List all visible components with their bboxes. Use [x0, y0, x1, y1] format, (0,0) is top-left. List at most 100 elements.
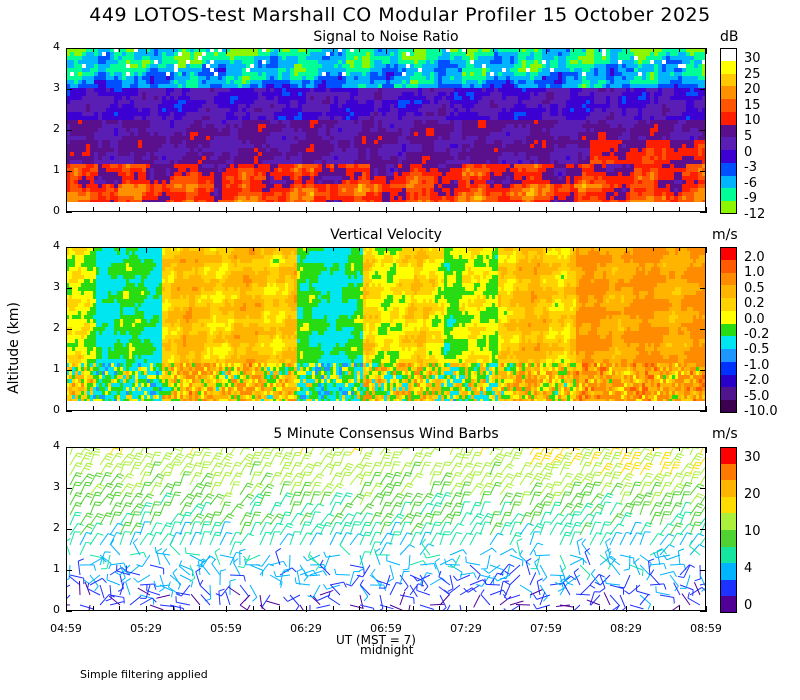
- snr-cell: [182, 92, 186, 96]
- snr-cell: [466, 72, 470, 76]
- snr-cell: [282, 140, 286, 144]
- snr-cell: [330, 100, 334, 104]
- snr-cell: [354, 92, 358, 96]
- snr-cell: [162, 60, 166, 64]
- snr-cell: [334, 196, 338, 200]
- snr-cell: [190, 100, 194, 104]
- snr-cell: [390, 160, 394, 164]
- snr-cell: [298, 88, 302, 92]
- snr-cell: [214, 172, 218, 176]
- snr-cell: [158, 116, 162, 120]
- snr-cell: [426, 188, 430, 192]
- snr-cell: [234, 176, 238, 180]
- snr-cell: [274, 196, 278, 200]
- snr-cell: [538, 184, 542, 188]
- snr-cell: [334, 84, 338, 88]
- snr-cell: [474, 92, 478, 96]
- snr-cell: [346, 156, 350, 160]
- snr-cell: [398, 80, 402, 84]
- snr-cell: [246, 92, 250, 96]
- snr-cell: [342, 188, 346, 192]
- snr-cell: [246, 180, 250, 184]
- snr-cell: [410, 188, 414, 192]
- snr-cell: [454, 108, 458, 112]
- snr-cell: [274, 176, 278, 180]
- snr-cell: [294, 56, 298, 60]
- snr-cell: [326, 72, 330, 76]
- snr-cell: [502, 156, 506, 160]
- snr-cell: [510, 104, 514, 108]
- snr-cell: [366, 140, 370, 144]
- snr-cell: [354, 84, 358, 88]
- snr-cell: [378, 184, 382, 188]
- snr-cell: [278, 156, 282, 160]
- snr-cell: [562, 168, 566, 172]
- snr-cell: [570, 140, 574, 144]
- snr-cell: [370, 72, 374, 76]
- snr-cell: [114, 172, 118, 176]
- snr-cell: [258, 172, 262, 176]
- snr-cell: [162, 128, 166, 132]
- snr-cell: [374, 100, 378, 104]
- snr-cell: [86, 72, 90, 76]
- snr-cell: [258, 156, 262, 160]
- snr-cell: [174, 128, 178, 132]
- snr-cell: [146, 96, 150, 100]
- snr-cell: [354, 76, 358, 80]
- snr-cell: [282, 188, 286, 192]
- snr-cell: [226, 132, 230, 136]
- snr-cell: [494, 172, 498, 176]
- snr-cell: [322, 164, 326, 168]
- snr-cell: [226, 68, 230, 72]
- snr-cell: [390, 136, 394, 140]
- snr-cell: [86, 160, 90, 164]
- snr-cell: [130, 128, 134, 132]
- snr-cell: [302, 192, 306, 196]
- snr-cell: [414, 84, 418, 88]
- snr-cell: [398, 92, 402, 96]
- snr-cell: [162, 96, 166, 100]
- snr-cell: [262, 148, 266, 152]
- snr-cell: [342, 48, 346, 52]
- snr-cell: [386, 56, 390, 60]
- snr-cell: [194, 84, 198, 88]
- snr-cell: [206, 120, 210, 124]
- snr-cell: [198, 72, 202, 76]
- snr-cell: [338, 196, 342, 200]
- snr-cell: [374, 176, 378, 180]
- snr-cell: [318, 188, 322, 192]
- snr-cell: [566, 48, 570, 52]
- snr-cell: [70, 184, 74, 188]
- snr-cell: [198, 80, 202, 84]
- snr-cell: [502, 140, 506, 144]
- snr-cell: [474, 200, 478, 202]
- snr-cell: [150, 188, 154, 192]
- snr-cell: [458, 60, 462, 64]
- snr-cell: [522, 200, 526, 202]
- snr-cell: [534, 200, 538, 202]
- snr-cell: [258, 100, 262, 104]
- snr-cell: [118, 148, 122, 152]
- snr-cell: [262, 152, 266, 156]
- snr-cell: [250, 148, 254, 152]
- snr-cell: [138, 100, 142, 104]
- snr-cell: [102, 112, 106, 116]
- snr-cell: [546, 96, 550, 100]
- snr-cell: [122, 88, 126, 92]
- snr-cell: [66, 60, 70, 64]
- snr-cell: [114, 104, 118, 108]
- snr-cell: [506, 176, 510, 180]
- snr-cell: [238, 152, 242, 156]
- snr-cell: [314, 168, 318, 172]
- snr-cell: [282, 128, 286, 132]
- snr-cell: [446, 180, 450, 184]
- snr-cell: [438, 116, 442, 120]
- snr-cell: [422, 188, 426, 192]
- snr-cell: [514, 60, 518, 64]
- snr-cell: [94, 136, 98, 140]
- snr-cell: [506, 136, 510, 140]
- snr-cell: [114, 168, 118, 172]
- snr-cell: [170, 160, 174, 164]
- snr-cell: [234, 116, 238, 120]
- snr-cell: [286, 196, 290, 200]
